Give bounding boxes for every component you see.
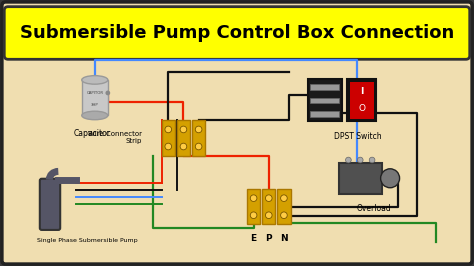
Circle shape <box>195 143 202 150</box>
Text: Capacitor: Capacitor <box>74 129 111 138</box>
Bar <box>162 120 175 156</box>
Text: O: O <box>358 104 365 113</box>
FancyBboxPatch shape <box>40 179 60 230</box>
Circle shape <box>281 195 287 201</box>
Ellipse shape <box>82 76 108 84</box>
Circle shape <box>369 157 375 163</box>
Text: Submersible Pump Control Box Connection: Submersible Pump Control Box Connection <box>20 24 454 42</box>
Text: Single Phase Submersible Pump: Single Phase Submersible Pump <box>37 238 138 243</box>
FancyBboxPatch shape <box>4 7 470 59</box>
Circle shape <box>180 126 187 133</box>
Bar <box>308 79 342 121</box>
Circle shape <box>357 157 363 163</box>
Circle shape <box>381 169 400 188</box>
Bar <box>277 189 291 225</box>
Circle shape <box>165 126 172 133</box>
Circle shape <box>250 195 257 201</box>
Text: CAPITOR: CAPITOR <box>86 91 103 95</box>
Text: E: E <box>251 234 256 243</box>
Bar <box>262 189 275 225</box>
Bar <box>310 84 339 90</box>
Bar <box>177 120 190 156</box>
Circle shape <box>195 126 202 133</box>
Text: 3HP: 3HP <box>91 103 99 107</box>
Bar <box>82 80 108 115</box>
Bar <box>247 189 260 225</box>
Circle shape <box>265 195 272 201</box>
Circle shape <box>105 91 110 95</box>
Text: Overload: Overload <box>357 204 392 213</box>
Bar <box>347 79 376 121</box>
Text: DPST Switch: DPST Switch <box>334 132 381 141</box>
Circle shape <box>180 143 187 150</box>
Text: P: P <box>265 234 272 243</box>
Bar <box>192 120 205 156</box>
Circle shape <box>346 157 351 163</box>
Bar <box>310 98 339 103</box>
Circle shape <box>281 212 287 219</box>
Bar <box>339 163 382 194</box>
Bar <box>350 82 374 119</box>
Circle shape <box>250 212 257 219</box>
Bar <box>310 111 339 117</box>
Ellipse shape <box>82 111 108 120</box>
Text: N: N <box>280 234 288 243</box>
Circle shape <box>265 212 272 219</box>
Text: Wire Connector
Strip: Wire Connector Strip <box>88 131 142 144</box>
Circle shape <box>165 143 172 150</box>
Text: I: I <box>360 87 364 96</box>
FancyBboxPatch shape <box>2 2 472 264</box>
